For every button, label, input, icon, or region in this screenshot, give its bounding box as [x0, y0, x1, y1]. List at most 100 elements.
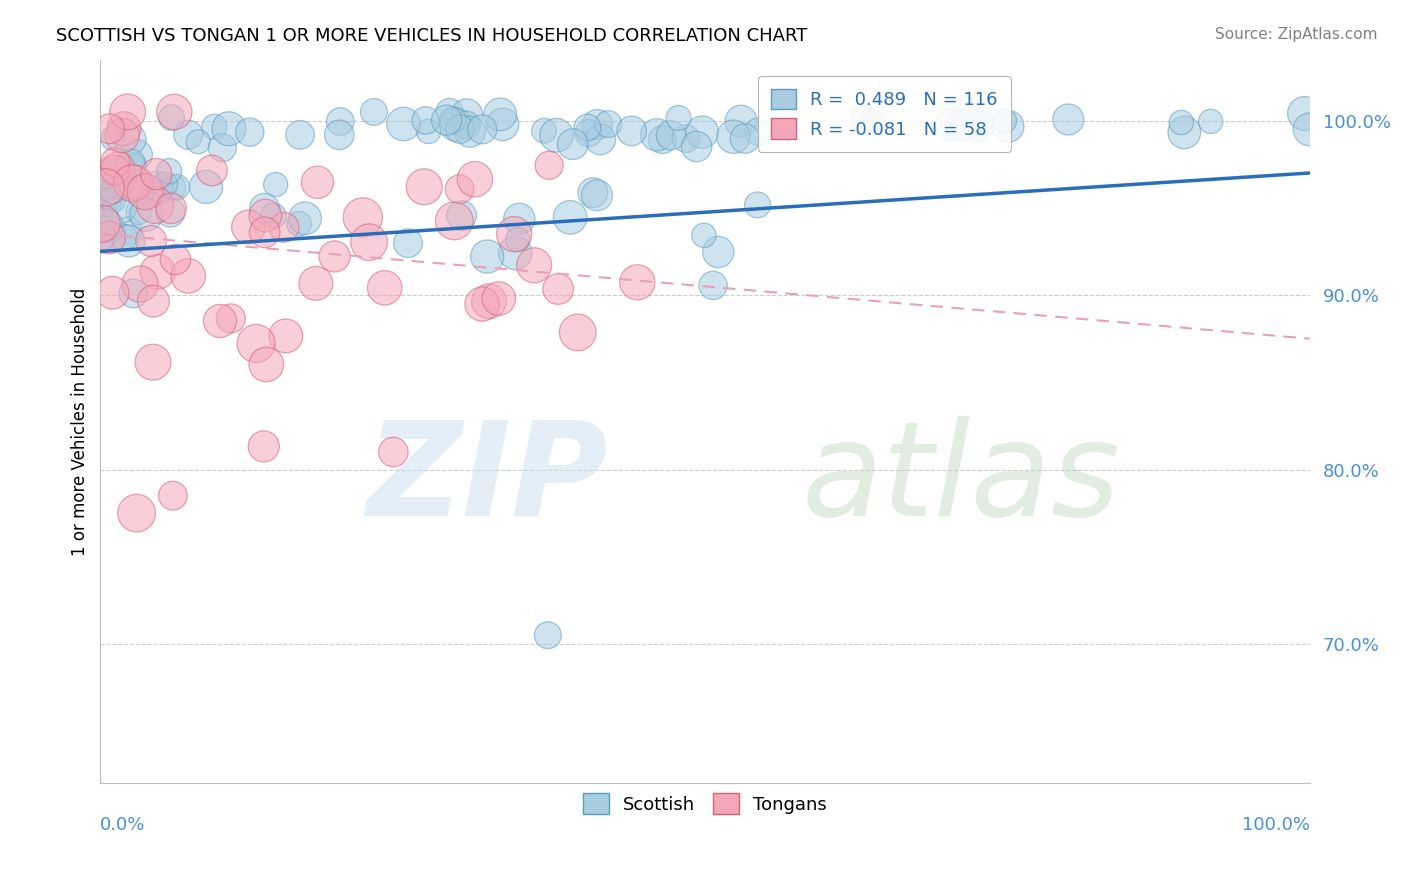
Point — [707, 245, 730, 260]
Point — [195, 179, 218, 194]
Point — [645, 128, 668, 142]
Point — [396, 236, 419, 251]
Point — [941, 118, 963, 132]
Point — [392, 117, 415, 131]
Point — [747, 125, 769, 139]
Point — [134, 185, 156, 199]
Point — [120, 132, 142, 146]
Point — [239, 125, 262, 139]
Point — [157, 164, 180, 178]
Point — [135, 208, 157, 222]
Point — [723, 129, 745, 144]
Point — [97, 162, 120, 177]
Point — [98, 230, 121, 244]
Point — [626, 276, 648, 290]
Point — [382, 445, 405, 459]
Point — [139, 234, 162, 248]
Point — [955, 104, 977, 119]
Point — [122, 286, 145, 301]
Point — [264, 178, 287, 192]
Point — [262, 209, 284, 223]
Point — [328, 128, 350, 142]
Point — [456, 108, 478, 122]
Point — [329, 114, 352, 128]
Text: atlas: atlas — [801, 416, 1121, 543]
Point — [305, 277, 328, 291]
Point — [90, 175, 112, 189]
Point — [254, 209, 277, 223]
Text: 100.0%: 100.0% — [1241, 816, 1310, 834]
Point — [967, 119, 990, 133]
Point — [120, 160, 142, 174]
Point — [537, 628, 560, 642]
Point — [90, 217, 112, 231]
Point — [508, 211, 530, 226]
Point — [111, 128, 134, 143]
Point — [374, 281, 396, 295]
Point — [307, 175, 329, 189]
Point — [690, 125, 713, 139]
Point — [734, 131, 756, 145]
Point — [418, 124, 440, 138]
Point — [862, 115, 884, 129]
Point — [441, 113, 464, 128]
Point — [273, 220, 295, 235]
Point — [443, 214, 465, 228]
Point — [208, 314, 231, 328]
Point — [477, 250, 499, 264]
Point — [187, 135, 209, 149]
Point — [323, 249, 346, 263]
Point — [702, 278, 724, 293]
Point — [253, 201, 276, 215]
Point — [471, 122, 494, 136]
Point — [166, 180, 188, 194]
Y-axis label: 1 or more Vehicles in Household: 1 or more Vehicles in Household — [72, 287, 89, 556]
Point — [143, 198, 166, 212]
Point — [478, 294, 501, 309]
Point — [120, 157, 142, 171]
Point — [162, 489, 184, 503]
Point — [129, 277, 152, 291]
Point — [96, 219, 118, 233]
Point — [598, 117, 620, 131]
Point — [538, 158, 561, 172]
Point — [415, 113, 437, 128]
Point — [586, 118, 609, 132]
Point — [162, 180, 184, 194]
Point — [101, 193, 124, 207]
Point — [107, 176, 129, 190]
Point — [101, 131, 124, 145]
Point — [160, 111, 183, 125]
Point — [101, 285, 124, 300]
Point — [105, 181, 128, 195]
Point — [112, 230, 135, 244]
Point — [218, 121, 240, 136]
Point — [491, 117, 513, 131]
Point — [730, 114, 752, 128]
Point — [685, 139, 707, 153]
Point — [97, 197, 120, 211]
Point — [201, 163, 224, 178]
Point — [546, 128, 568, 143]
Point — [1294, 106, 1316, 120]
Point — [146, 265, 169, 279]
Point — [576, 120, 599, 135]
Point — [94, 180, 117, 194]
Point — [950, 118, 973, 132]
Point — [145, 167, 167, 181]
Point — [177, 128, 200, 142]
Legend: Scottish, Tongans: Scottish, Tongans — [576, 786, 834, 822]
Point — [121, 176, 143, 190]
Point — [1298, 122, 1320, 136]
Point — [506, 233, 529, 247]
Point — [659, 128, 682, 143]
Point — [124, 176, 146, 190]
Point — [503, 227, 526, 241]
Point — [159, 205, 181, 219]
Text: 0.0%: 0.0% — [100, 816, 146, 834]
Point — [94, 178, 117, 192]
Point — [489, 107, 512, 121]
Point — [145, 186, 167, 200]
Point — [651, 132, 673, 146]
Point — [363, 104, 385, 119]
